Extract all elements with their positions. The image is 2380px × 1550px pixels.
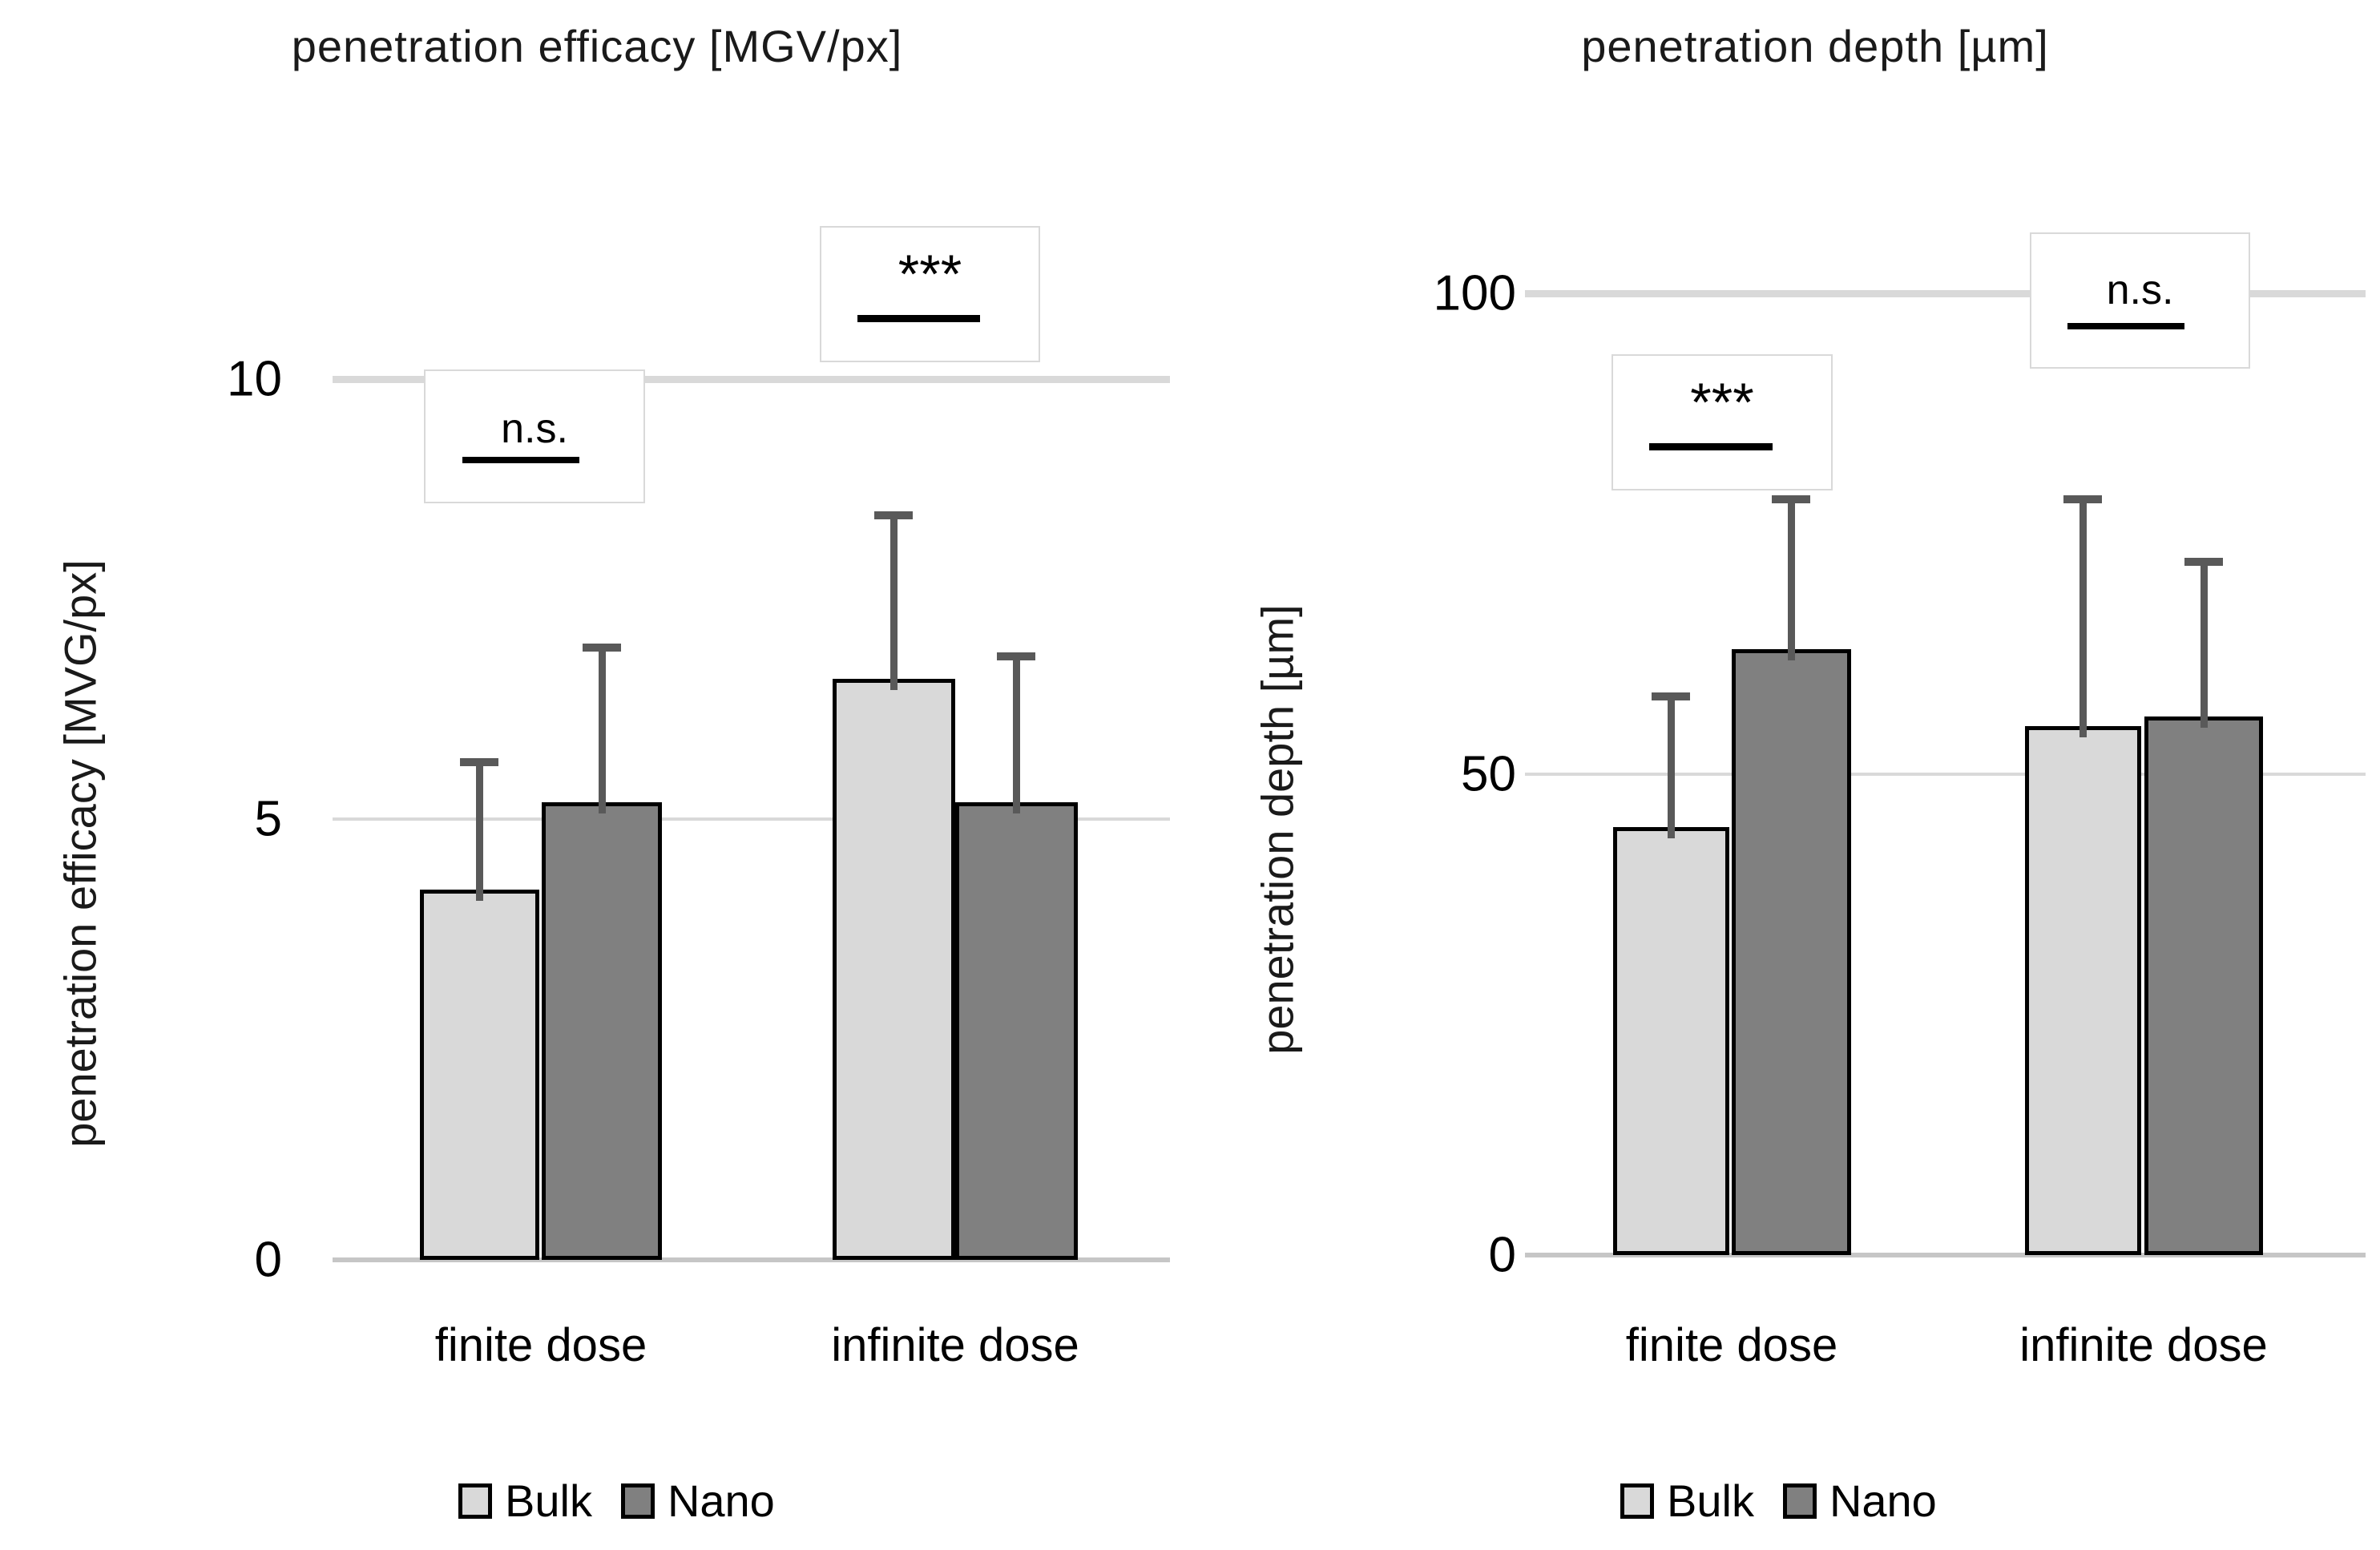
y-tick-left-5: 5	[254, 791, 282, 847]
significance-underline-right-1	[2067, 323, 2184, 329]
category-label-right-0: finite dose	[1625, 1319, 1838, 1371]
category-label-left-0: finite dose	[434, 1319, 647, 1371]
legend-item-right-nano: Nano	[1782, 1475, 1937, 1527]
legend-item-right-bulk: Bulk	[1620, 1475, 1754, 1527]
error-cap-right-nano-1	[2184, 558, 2223, 566]
error-cap-left-bulk-0	[460, 757, 498, 766]
error-cap-right-bulk-0	[1652, 692, 1690, 700]
y-tick-right-100: 100	[1433, 265, 1516, 321]
bar-right-bulk-1	[2025, 726, 2141, 1255]
legend-right: Bulk Nano	[1620, 1475, 1937, 1527]
gridline-left-5	[333, 817, 1170, 821]
bar-left-bulk-1	[833, 678, 955, 1260]
significance-underline-left-0	[462, 457, 579, 463]
error-bar-right-bulk-0	[1667, 692, 1675, 838]
chart-right-title: penetration depth [µm]	[1581, 21, 2049, 71]
legend-swatch-bulk	[1620, 1483, 1654, 1519]
chart-right-y-axis-label: penetration depth [µm]	[1252, 604, 1303, 1055]
error-bar-left-bulk-1	[889, 511, 898, 690]
x-axis-line-right	[1525, 1253, 2366, 1257]
chart-left-title: penetration efficacy [MGV/px]	[291, 21, 903, 71]
gridline-left-10	[333, 375, 1170, 383]
legend-swatch-bulk	[458, 1483, 492, 1519]
significance-underline-right-0	[1649, 443, 1773, 450]
category-label-left-1: infinite dose	[831, 1319, 1079, 1371]
bar-left-bulk-0	[420, 890, 539, 1260]
significance-text-right-0: ***	[1690, 372, 1754, 433]
bar-right-nano-0	[1732, 649, 1851, 1255]
significance-box-left-1	[820, 226, 1040, 362]
error-bar-left-bulk-0	[475, 757, 483, 902]
legend-item-left-nano: Nano	[620, 1475, 775, 1527]
legend-label-bulk: Bulk	[505, 1475, 592, 1526]
significance-text-left-0: n.s.	[501, 406, 568, 452]
error-cap-left-bulk-1	[874, 511, 913, 519]
significance-text-right-1: n.s.	[2106, 267, 2174, 313]
error-bar-right-bulk-1	[2079, 495, 2087, 737]
gridline-right-50	[1525, 773, 2366, 776]
error-bar-right-nano-0	[1787, 495, 1795, 660]
chart-left-y-axis-label: penetration efficacy [MVG/px]	[54, 559, 106, 1148]
legend-swatch-nano	[620, 1483, 655, 1519]
bar-right-bulk-0	[1613, 827, 1729, 1255]
error-cap-right-bulk-1	[2063, 495, 2102, 503]
error-cap-right-nano-0	[1772, 495, 1810, 503]
bar-right-nano-1	[2144, 716, 2263, 1255]
legend-item-left-bulk: Bulk	[458, 1475, 592, 1527]
y-tick-right-0: 0	[1488, 1227, 1516, 1283]
error-bar-right-nano-1	[2200, 558, 2208, 728]
gridline-right-100	[1525, 289, 2366, 297]
error-cap-left-nano-0	[583, 643, 621, 652]
legend-label-nano: Nano	[1829, 1475, 1937, 1526]
significance-text-left-1: ***	[898, 244, 962, 305]
y-tick-right-50: 50	[1461, 746, 1516, 802]
y-tick-left-10: 10	[227, 351, 282, 407]
error-bar-left-nano-0	[598, 643, 606, 813]
significance-box-right-1	[2030, 232, 2250, 369]
x-axis-line-left	[333, 1257, 1170, 1262]
significance-box-left-0	[424, 369, 645, 503]
legend-swatch-nano	[1782, 1483, 1817, 1519]
bar-left-nano-1	[955, 801, 1078, 1260]
legend-label-nano: Nano	[667, 1475, 775, 1526]
significance-box-right-0	[1612, 354, 1833, 490]
category-label-right-1: infinite dose	[2019, 1319, 2268, 1371]
bar-left-nano-0	[542, 801, 662, 1260]
error-bar-left-nano-1	[1012, 652, 1020, 813]
legend-left: Bulk Nano	[458, 1475, 775, 1527]
significance-underline-left-1	[857, 315, 980, 322]
y-tick-left-0: 0	[254, 1232, 282, 1288]
error-cap-left-nano-1	[997, 652, 1035, 660]
legend-label-bulk: Bulk	[1667, 1475, 1754, 1526]
